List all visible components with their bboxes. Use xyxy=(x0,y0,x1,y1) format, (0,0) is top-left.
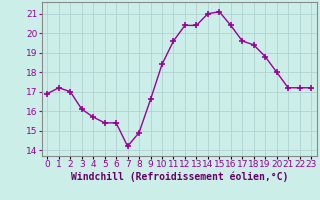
X-axis label: Windchill (Refroidissement éolien,°C): Windchill (Refroidissement éolien,°C) xyxy=(70,172,288,182)
